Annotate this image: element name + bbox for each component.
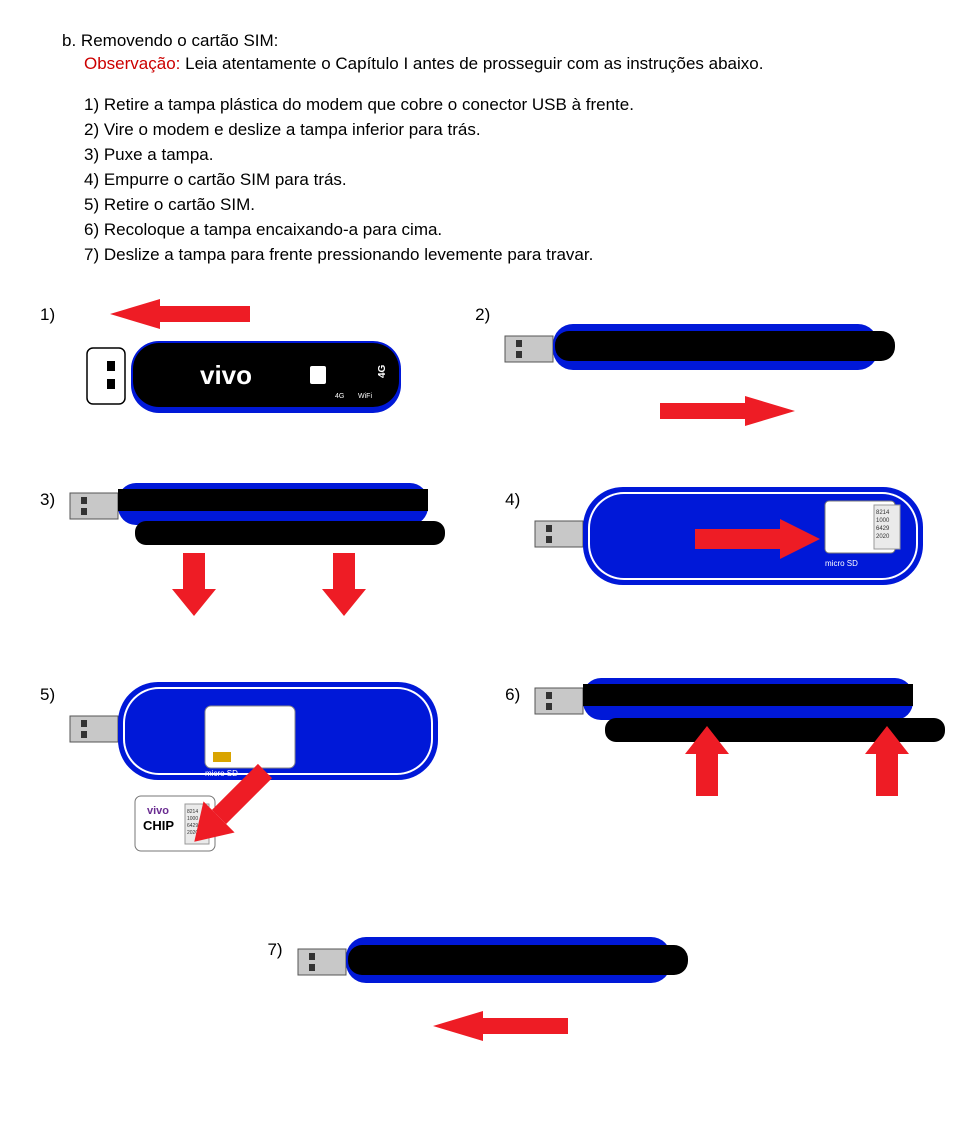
svg-text:CHIP: CHIP xyxy=(143,818,174,833)
figure-5-svg: micro SD vivo CHIP 8214 1000 6429 2020 xyxy=(65,676,445,876)
section-header: b. Removendo o cartão SIM: xyxy=(40,30,920,53)
figure-4-svg: 8214 1000 6429 2020 micro SD xyxy=(530,481,930,611)
figure-label-3: 3) xyxy=(40,489,55,512)
svg-text:4G: 4G xyxy=(335,393,344,400)
figure-label-2: 2) xyxy=(475,304,490,327)
svg-text:1000: 1000 xyxy=(187,816,198,822)
step-1: 1) Retire a tampa plástica do modem que … xyxy=(84,94,920,117)
svg-text:vivo: vivo xyxy=(200,360,252,390)
figure-row-3: 5) micro SD vivo CHIP 8214 1000 6429 xyxy=(40,676,920,876)
figure-label-4: 4) xyxy=(505,489,520,512)
svg-text:8214: 8214 xyxy=(876,510,890,516)
figure-label-6: 6) xyxy=(505,684,520,707)
figure-label-1: 1) xyxy=(40,304,55,327)
figure-3-svg xyxy=(65,481,445,621)
section-letter: b. xyxy=(62,31,76,50)
figure-1-svg: vivo 4G WiFi 4G xyxy=(65,296,405,426)
svg-text:6429: 6429 xyxy=(187,823,198,829)
figures-block: 1) vivo 4G WiFi 4G xyxy=(40,296,920,1051)
figure-6-svg xyxy=(530,676,950,826)
figure-label-5: 5) xyxy=(40,684,55,707)
figure-row-1: 1) vivo 4G WiFi 4G xyxy=(40,296,920,426)
svg-text:micro SD: micro SD xyxy=(205,769,238,778)
section-title-text: Removendo o cartão SIM: xyxy=(81,31,278,50)
figure-2-svg xyxy=(500,296,900,426)
observation-text: Leia atentamente o Capítulo I antes de p… xyxy=(185,54,763,73)
svg-text:micro SD: micro SD xyxy=(825,559,858,568)
observation-line: Observação: Leia atentamente o Capítulo … xyxy=(84,53,920,76)
svg-text:vivo: vivo xyxy=(147,805,169,817)
step-3: 3) Puxe a tampa. xyxy=(84,144,920,167)
svg-text:WiFi: WiFi xyxy=(358,393,372,400)
steps-list: 1) Retire a tampa plástica do modem que … xyxy=(84,94,920,267)
step-7: 7) Deslize a tampa para frente pressiona… xyxy=(84,244,920,267)
figure-row-2: 3) 4) xyxy=(40,481,920,621)
figure-label-7: 7) xyxy=(267,939,282,962)
figure-row-4: 7) xyxy=(40,931,920,1051)
step-2: 2) Vire o modem e deslize a tampa inferi… xyxy=(84,119,920,142)
svg-text:4G: 4G xyxy=(377,365,388,379)
svg-text:2020: 2020 xyxy=(876,534,890,540)
svg-text:6429: 6429 xyxy=(876,526,890,532)
observation-label: Observação: xyxy=(84,54,180,73)
svg-text:8214: 8214 xyxy=(187,809,198,815)
svg-text:1000: 1000 xyxy=(876,518,890,524)
step-5: 5) Retire o cartão SIM. xyxy=(84,194,920,217)
step-4: 4) Empurre o cartão SIM para trás. xyxy=(84,169,920,192)
step-6: 6) Recoloque a tampa encaixando-a para c… xyxy=(84,219,920,242)
figure-7-svg xyxy=(293,931,693,1051)
